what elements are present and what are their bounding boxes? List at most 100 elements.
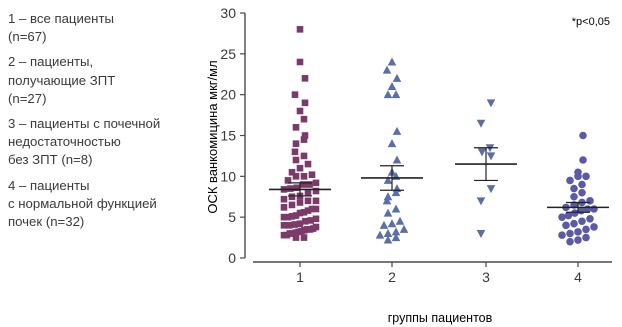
- data-point-group-1: [280, 204, 288, 211]
- data-point-group-3: [486, 185, 496, 194]
- data-point-group-4: [558, 213, 566, 221]
- data-point-group-1: [306, 181, 313, 188]
- data-point-group-2: [399, 224, 409, 233]
- data-point-group-2: [395, 216, 405, 225]
- data-point-group-3: [486, 99, 496, 108]
- data-point-group-4: [562, 221, 570, 230]
- data-point-group-4: [570, 184, 578, 193]
- data-point-group-2: [383, 229, 393, 237]
- data-point-group-4: [579, 156, 587, 164]
- data-point-group-1: [291, 221, 298, 228]
- data-point-group-2: [387, 139, 397, 148]
- data-point-group-2: [387, 57, 397, 66]
- x-tick-label: 1: [296, 269, 304, 285]
- data-point-group-4: [586, 215, 594, 223]
- data-point-group-4: [574, 236, 582, 244]
- legend: 1 – все пациенты (n=67) 2 – пациенты, по…: [8, 10, 208, 238]
- data-point-group-4: [570, 192, 578, 201]
- data-point-group-1: [296, 26, 304, 33]
- axes: 0 5 10 15 20 25 30 1 2 3 4: [220, 5, 612, 285]
- data-point-group-4: [582, 225, 590, 234]
- data-point-group-2: [383, 192, 393, 201]
- data-point-group-2: [383, 175, 393, 184]
- data-point-group-3: [476, 230, 486, 238]
- x-axis-label: группы пациентов: [388, 311, 493, 325]
- data-point-group-4: [578, 180, 586, 189]
- data-point-group-1: [299, 181, 307, 188]
- data-point-group-4: [582, 233, 590, 242]
- data-point-group-1: [312, 179, 320, 187]
- data-point-group-1: [296, 199, 304, 206]
- data-point-group-4: [582, 172, 590, 181]
- data-point-group-4: [590, 223, 598, 231]
- data-point-group-2: [391, 90, 401, 99]
- data-point-group-1: [300, 173, 308, 180]
- data-point-group-2: [383, 235, 393, 244]
- data-point-group-1: [284, 213, 292, 221]
- y-tick-label: 0: [228, 250, 236, 266]
- data-point-group-4: [564, 211, 573, 220]
- data-point-group-2: [387, 82, 397, 90]
- data-point-group-4: [566, 229, 574, 238]
- data-point-group-4: [574, 228, 582, 236]
- data-point-group-1: [292, 156, 300, 164]
- data-point-group-1: [304, 197, 312, 205]
- data-point-group-1: [280, 213, 288, 221]
- data-point-group-1: [280, 222, 288, 229]
- data-point-group-2: [391, 233, 401, 242]
- y-axis-label: ОСК ванкомицина мкг/мл: [205, 60, 220, 213]
- data-point-group-1: [292, 124, 300, 131]
- data-point-group-4: [566, 237, 574, 246]
- data-point-group-1: [302, 217, 309, 225]
- data-point-group-2: [379, 220, 389, 229]
- data-point-group-1: [312, 215, 320, 223]
- data-point-group-1: [312, 223, 320, 231]
- data-point-group-3: [476, 119, 486, 128]
- data-point-group-3: [477, 148, 487, 157]
- data-point-group-1: [280, 195, 288, 203]
- y-tick-label: 5: [228, 209, 236, 225]
- y-tick-label: 30: [220, 5, 236, 21]
- data-point-group-2: [382, 196, 392, 205]
- data-point-group-1: [300, 208, 308, 216]
- x-tick-label: 4: [574, 269, 582, 285]
- data-point-group-1: [288, 193, 296, 201]
- data-point-group-1: [312, 205, 320, 213]
- data-point-group-1: [296, 209, 304, 217]
- data-point-group-1: [296, 107, 304, 115]
- data-point-group-1: [292, 234, 300, 241]
- data-point-group-1: [287, 185, 294, 192]
- data-point-group-4: [578, 217, 586, 226]
- legend-item-3: 3 – пациенты с почечной недостаточностью…: [8, 116, 161, 168]
- data-point-group-1: [288, 168, 296, 176]
- data-point-group-4: [570, 219, 578, 228]
- data-point-group-1: [292, 140, 300, 147]
- data-point-group-1: [296, 164, 304, 172]
- data-point-group-3: [486, 152, 496, 161]
- data-point-group-2: [383, 208, 393, 217]
- data-point-group-4: [558, 231, 566, 239]
- data-point-group-2: [375, 230, 385, 239]
- legend-item-2: 2 – пациенты, получающие ЗПТ (n=27): [8, 54, 116, 106]
- legend-item-4: 4 – пациенты с нормальной функцией почек…: [8, 177, 157, 230]
- data-point-group-1: [300, 136, 308, 143]
- data-point-group-4: [586, 197, 594, 205]
- data-point-group-1: [308, 205, 316, 213]
- data-point-group-1: [288, 201, 296, 209]
- data-point-group-4: [578, 188, 586, 197]
- data-point-group-1: [301, 132, 309, 139]
- significance-annotation: *p<0,05: [572, 16, 610, 28]
- data-point-group-1: [291, 91, 299, 98]
- data-point-group-2: [392, 73, 402, 82]
- data-point-group-2: [391, 188, 401, 197]
- data-point-group-1: [291, 148, 299, 156]
- data-point-group-2: [382, 65, 392, 74]
- x-tick-label: 3: [482, 269, 490, 285]
- data-point-group-1: [296, 220, 304, 227]
- data-point-group-2: [392, 126, 402, 135]
- data-point-group-4: [590, 205, 598, 213]
- data-point-group-2: [383, 90, 393, 99]
- y-tick-label: 10: [220, 168, 236, 184]
- data-point-group-1: [284, 177, 292, 184]
- data-point-group-1: [300, 115, 308, 123]
